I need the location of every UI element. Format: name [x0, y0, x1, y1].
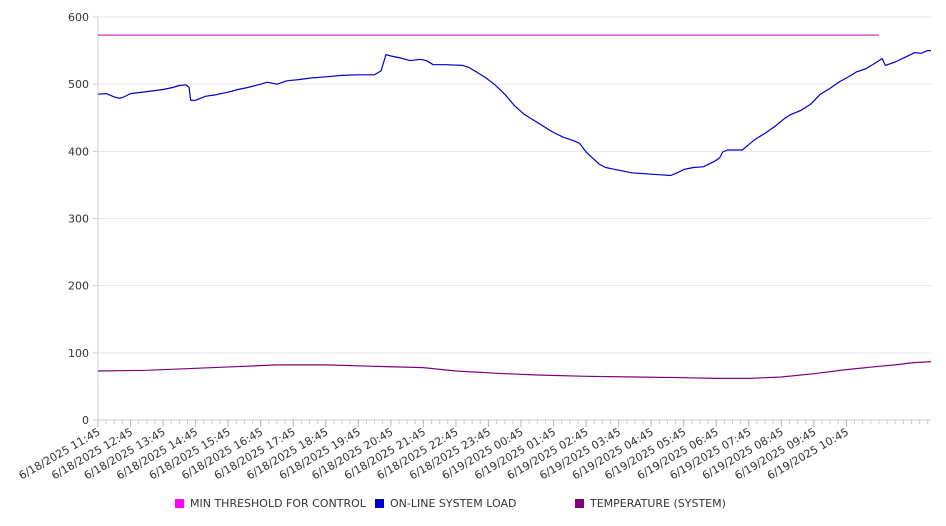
- grid-lines: [98, 16, 931, 354]
- legend: MIN THRESHOLD FOR CONTROL ON-LINE SYSTEM…: [0, 497, 946, 515]
- legend-label: ON-LINE SYSTEM LOAD: [390, 497, 517, 510]
- series-line-temperature: [97, 361, 932, 379]
- legend-label: TEMPERATURE (SYSTEM): [590, 497, 726, 510]
- x-axis-minor-ticks: [97, 420, 929, 424]
- legend-label: MIN THRESHOLD FOR CONTROL: [190, 497, 366, 510]
- legend-swatch-icon: [375, 499, 384, 508]
- x-axis-ticks: 6/18/2025 11:456/18/2025 12:456/18/2025 …: [17, 420, 851, 482]
- y-tick-label: 600: [68, 11, 89, 24]
- y-tick-label: 100: [68, 347, 89, 360]
- legend-item-temperature: TEMPERATURE (SYSTEM): [575, 497, 726, 510]
- y-tick-label: 400: [68, 145, 89, 158]
- y-tick-label: 300: [68, 213, 89, 226]
- y-tick-label: 0: [82, 414, 89, 427]
- series-lines: [97, 34, 932, 379]
- y-axis-ticks: 0 100 200 300 400 500 600: [68, 11, 98, 427]
- legend-item-system-load: ON-LINE SYSTEM LOAD: [375, 497, 516, 510]
- y-tick-label: 200: [68, 280, 89, 293]
- legend-swatch-icon: [575, 499, 584, 508]
- legend-swatch-icon: [175, 499, 184, 508]
- legend-item-min-threshold: MIN THRESHOLD FOR CONTROL: [175, 497, 366, 510]
- series-line-system-load: [97, 49, 931, 177]
- y-tick-label: 500: [68, 78, 89, 91]
